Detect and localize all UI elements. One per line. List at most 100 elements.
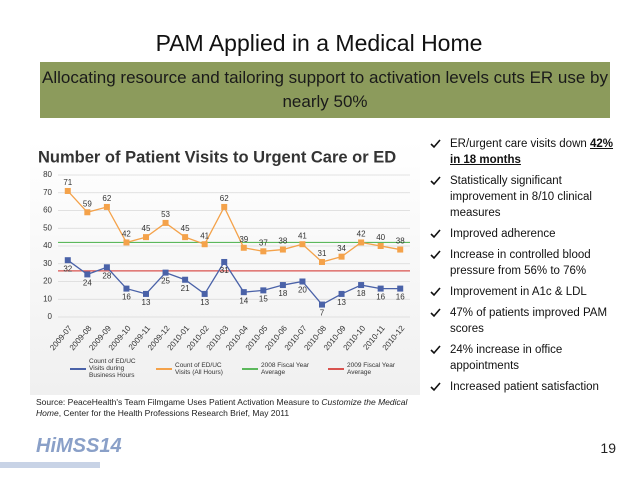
point xyxy=(240,289,247,296)
check-icon xyxy=(430,308,441,318)
series-line xyxy=(67,190,401,263)
point xyxy=(358,239,365,246)
data-label: 40 xyxy=(376,233,385,242)
point xyxy=(377,243,384,249)
point xyxy=(397,246,404,253)
point xyxy=(162,219,169,226)
bullet-text: 47% of patients improved PAM scores xyxy=(450,307,608,335)
data-label: 62 xyxy=(220,194,229,203)
bullet: Improvement in A1c & LDL xyxy=(430,284,620,300)
legend-swatch xyxy=(156,367,172,370)
bullet-list: ER/urgent care visits down 42% in 18 mon… xyxy=(430,136,620,400)
y-tick-label: 50 xyxy=(43,223,52,232)
bullet-text: Increased patient satisfaction xyxy=(450,381,599,393)
data-label: 16 xyxy=(376,293,385,302)
legend-label: Count of ED/UC Visits (All Hours) xyxy=(175,361,223,376)
point xyxy=(64,187,71,194)
point xyxy=(84,209,91,216)
point xyxy=(123,239,130,246)
banner: Allocating resource and tailoring suppor… xyxy=(40,62,610,118)
data-label: 42 xyxy=(122,230,131,239)
point xyxy=(319,301,325,308)
logo-bar xyxy=(0,462,100,468)
point xyxy=(221,258,228,265)
data-label: 15 xyxy=(259,294,268,303)
logo: HiMSS14 xyxy=(36,435,122,457)
chart-title: Number of Patient Visits to Urgent Care … xyxy=(38,148,396,166)
data-label: 16 xyxy=(122,293,131,302)
legend-label: 2008 Fiscal Year Average xyxy=(261,361,310,376)
data-label: 28 xyxy=(102,271,111,280)
data-label: 45 xyxy=(142,224,151,233)
data-label: 53 xyxy=(161,210,170,219)
bullet-text: Increase in controlled blood pressure fr… xyxy=(450,249,591,277)
point xyxy=(182,276,189,283)
check-icon xyxy=(430,176,441,186)
chart: Number of Patient Visits to Urgent Care … xyxy=(38,148,410,379)
point xyxy=(338,290,345,297)
data-label: 31 xyxy=(318,249,327,258)
check-icon xyxy=(430,287,441,297)
data-label: 18 xyxy=(357,289,366,298)
point xyxy=(143,290,149,297)
data-label: 7 xyxy=(320,309,325,318)
data-label: 14 xyxy=(239,296,248,305)
data-label: 39 xyxy=(239,235,248,244)
point xyxy=(123,285,130,292)
data-label: 62 xyxy=(102,194,111,203)
data-label: 45 xyxy=(181,224,190,233)
data-label: 41 xyxy=(200,231,209,240)
source-title: Customize the Medical Home xyxy=(36,397,408,418)
point xyxy=(260,287,267,294)
data-label: 34 xyxy=(337,244,346,253)
legend-item: 2009 Fiscal Year Average xyxy=(328,358,404,379)
data-label: 13 xyxy=(200,298,209,307)
legend-swatch xyxy=(70,367,86,370)
y-tick-label: 10 xyxy=(43,294,52,303)
point xyxy=(279,282,286,289)
bullet: ER/urgent care visits down 42% in 18 mon… xyxy=(430,136,620,168)
page-number: 19 xyxy=(600,440,616,456)
point xyxy=(260,248,267,255)
legend-item: Count of ED/UC Visits (All Hours) xyxy=(156,358,232,379)
bullet-text: Improvement in A1c & LDL xyxy=(450,286,587,298)
source-prefix: Source: PeaceHealth's Team Filmgame Uses… xyxy=(36,397,322,407)
slide-title: PAM Applied in a Medical Home xyxy=(155,30,483,56)
point xyxy=(240,244,247,251)
point xyxy=(103,264,110,271)
data-label: 32 xyxy=(63,264,72,273)
point xyxy=(358,282,365,289)
point xyxy=(319,258,325,265)
bullet: 24% increase in office appointments xyxy=(430,342,620,374)
legend-swatch xyxy=(328,367,344,370)
y-tick-label: 20 xyxy=(43,277,52,286)
point xyxy=(299,278,306,285)
series-line xyxy=(67,259,401,306)
point xyxy=(397,285,404,292)
bullet-text: Improved adherence xyxy=(450,228,556,240)
bullet-text: ER/urgent care visits down xyxy=(450,138,590,150)
point xyxy=(201,241,208,248)
point xyxy=(162,269,169,276)
check-icon xyxy=(430,139,441,149)
data-label: 18 xyxy=(278,289,287,298)
data-label: 20 xyxy=(298,286,307,295)
legend-label: 2009 Fiscal Year Average xyxy=(347,361,396,376)
y-tick-label: 40 xyxy=(43,241,52,250)
data-label: 41 xyxy=(298,231,307,240)
bullet-text: 24% increase in office appointments xyxy=(450,344,563,372)
y-tick-label: 80 xyxy=(43,170,52,179)
data-label: 16 xyxy=(396,293,405,302)
source-suffix: , Center for the Health Professions Rese… xyxy=(58,408,290,418)
chart-box: Number of Patient Visits to Urgent Care … xyxy=(30,140,420,395)
data-label: 13 xyxy=(337,298,346,307)
data-label: 37 xyxy=(259,238,268,247)
legend-label: Count of ED/UC Visits during Business Ho… xyxy=(89,358,136,379)
bullet-emphasis: 42% in 18 months xyxy=(450,138,614,166)
point xyxy=(84,271,91,278)
data-label: 21 xyxy=(181,284,190,293)
y-tick-label: 0 xyxy=(48,312,53,321)
legend-item: Count of ED/UC Visits during Business Ho… xyxy=(70,358,146,379)
data-label: 42 xyxy=(357,230,366,239)
